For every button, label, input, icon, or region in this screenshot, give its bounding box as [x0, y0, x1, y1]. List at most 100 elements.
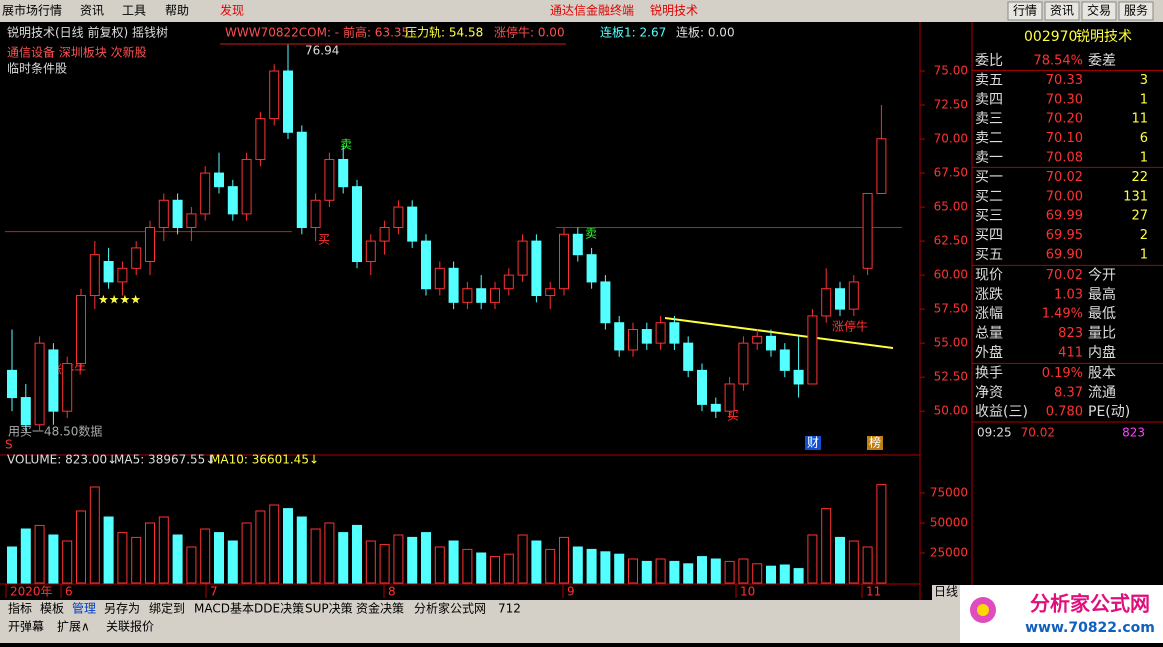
quote-label: 收益(三)	[975, 404, 1028, 420]
x-tick-label: 2020年	[10, 585, 53, 599]
badge-text: 财	[807, 436, 819, 450]
menu-button-label[interactable]: 资讯	[1050, 4, 1074, 18]
tab[interactable]: 指标	[8, 601, 32, 616]
tab[interactable]: 管理	[72, 601, 96, 616]
tab[interactable]: 另存为	[104, 602, 140, 616]
quote-extra: 股本	[1088, 365, 1116, 381]
menu-button-label[interactable]: 服务	[1124, 3, 1148, 18]
tab[interactable]: 绑定到	[149, 601, 185, 616]
menu-item[interactable]: 展市场行情	[2, 3, 62, 18]
quote-value: 70.10	[1046, 131, 1083, 146]
candle-body	[145, 226, 155, 263]
candle-body	[531, 240, 542, 297]
volume-bar	[655, 558, 666, 584]
menu-item[interactable]: 发现	[220, 3, 244, 18]
tab[interactable]: DDE决策	[254, 602, 304, 616]
tab[interactable]: SUP决策	[305, 602, 353, 616]
menu-item[interactable]: 帮助	[165, 4, 189, 18]
tab[interactable]: 关联报价	[106, 619, 154, 634]
peak-label: 76.94	[305, 44, 339, 58]
quote-value: 70.02	[1046, 268, 1083, 283]
quote-value: 1.03	[1054, 287, 1083, 302]
candle-body	[669, 322, 680, 344]
chart-title: 锐明技术(日线 前复权) 摇钱树	[7, 25, 168, 40]
candle-body	[310, 199, 321, 228]
volume-bar	[724, 560, 735, 584]
tab[interactable]: 模板	[40, 602, 64, 616]
volume-bar	[145, 522, 155, 584]
volume-bar	[352, 524, 362, 584]
candle-body	[255, 118, 266, 160]
menu-button-label[interactable]: 交易	[1087, 3, 1111, 18]
candle-body	[200, 172, 211, 215]
candle-body	[779, 349, 790, 371]
volume-bar	[738, 558, 749, 584]
candle-body	[572, 233, 583, 256]
menu-button-label[interactable]: 行情	[1013, 4, 1037, 18]
volume-bar	[434, 546, 445, 584]
logo-icon	[977, 604, 989, 616]
ma10-label: MA10: 36601.45↓	[210, 453, 319, 467]
signal: 卖	[340, 138, 352, 152]
quote-value: 8.37	[1054, 385, 1083, 400]
quote-label: 买一	[975, 169, 1003, 185]
quote-extra: 6	[1140, 131, 1148, 146]
quote-label: 卖三	[975, 111, 1003, 127]
indicator: 涨停牛: 0.00	[494, 25, 565, 40]
quote-extra: 流通	[1088, 385, 1116, 401]
candle-body	[269, 70, 280, 120]
tab[interactable]: 扩展∧	[57, 620, 90, 634]
volume-bar	[338, 532, 349, 584]
volume-bar	[710, 558, 721, 584]
menu-button[interactable]	[1081, 1, 1117, 21]
quote-label: 卖四	[975, 92, 1003, 108]
candle-body	[131, 247, 142, 269]
quote-extra: 内盘	[1088, 344, 1116, 361]
menu-button[interactable]	[1007, 1, 1043, 21]
volume-bar	[572, 546, 583, 584]
indicator: 压力轨: 54.58	[405, 26, 483, 40]
tab[interactable]: 分析家公式网	[414, 601, 486, 616]
quote-value: 0.780	[1046, 405, 1083, 420]
indicator: 连板: 0.00	[676, 25, 735, 40]
volume-bar	[241, 522, 252, 584]
volume-bar	[669, 560, 680, 584]
candle-body	[434, 267, 445, 290]
menu-item[interactable]: 工具	[122, 4, 146, 18]
tab[interactable]: 开弹幕	[8, 620, 44, 634]
candle-body	[655, 322, 666, 344]
volume-bar	[269, 504, 280, 584]
logo-url: www.70822.com	[1025, 620, 1155, 636]
badge-text: 榜	[869, 435, 881, 450]
quote-label: 买二	[975, 189, 1003, 205]
volume-bar	[324, 522, 335, 584]
low-label: 用买一48.50数据	[8, 424, 102, 439]
volume-bar	[48, 534, 59, 584]
candle-body	[407, 206, 418, 242]
volume-bar	[89, 486, 100, 584]
app-title: 通达信金融终端	[550, 3, 634, 18]
period-box	[932, 585, 960, 600]
candle-body	[158, 199, 169, 228]
quote-label: 卖二	[975, 131, 1003, 147]
candle-body	[793, 369, 804, 385]
candle-body	[103, 261, 114, 283]
volume-bar	[559, 536, 569, 584]
candle-body	[766, 335, 776, 351]
menu-button[interactable]	[1044, 1, 1080, 21]
menu-bar	[0, 0, 1163, 22]
tab[interactable]: 资金决策	[356, 601, 404, 616]
volume-bar	[490, 556, 500, 584]
candle-body	[172, 199, 183, 228]
menu-item[interactable]: 资讯	[80, 4, 104, 18]
menu-button[interactable]	[1118, 1, 1154, 21]
candle-body	[724, 383, 735, 412]
candle-body	[214, 172, 224, 188]
candle-body	[545, 288, 556, 297]
volume-bar	[379, 544, 390, 584]
volume-bar	[393, 534, 404, 584]
volume-bar	[752, 563, 763, 584]
tab[interactable]: 712	[498, 602, 521, 616]
tab[interactable]: MACD基本	[194, 602, 254, 616]
volume-title: VOLUME: 823.00↓	[7, 453, 117, 467]
